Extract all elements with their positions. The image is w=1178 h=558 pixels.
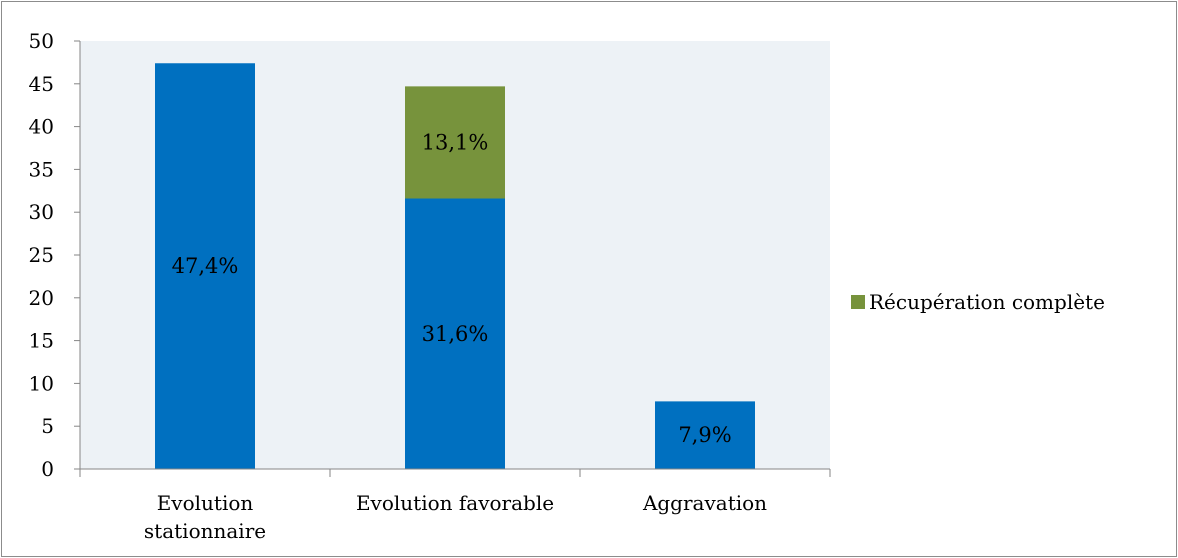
y-tick-label-15: 15 [29, 329, 54, 353]
y-tick-label-35: 35 [29, 157, 54, 181]
legend-swatch-0 [851, 295, 865, 309]
x-category-label-2-0: Aggravation [642, 491, 767, 515]
bar-s0-c2 [655, 401, 755, 469]
data-label-s1-c1: 13,1% [422, 130, 489, 154]
y-tick-label-40: 40 [29, 115, 54, 139]
y-tick-label-25: 25 [29, 243, 54, 267]
bar-s0-c1 [405, 198, 505, 469]
y-tick-label-20: 20 [29, 286, 54, 310]
y-tick-label-10: 10 [29, 371, 54, 395]
data-label-s0-c2: 7,9% [678, 423, 731, 447]
x-category-label-1-0: Evolution favorable [356, 491, 554, 515]
data-label-s0-c1: 31,6% [422, 322, 489, 346]
x-category-label-0-1: stationnaire [144, 519, 266, 543]
bar-s1-c1 [405, 86, 505, 199]
x-category-label-0-0: Evolution [157, 491, 254, 515]
y-tick-label-30: 30 [29, 200, 54, 224]
bar-s0-c0 [155, 63, 255, 469]
y-tick-label-5: 5 [41, 414, 54, 438]
y-tick-label-50: 50 [29, 29, 54, 53]
y-tick-label-45: 45 [29, 72, 54, 96]
y-tick-label-0: 0 [41, 457, 54, 481]
data-label-s0-c0: 47,4% [172, 254, 239, 278]
legend-label-0: Récupération complète [869, 290, 1105, 314]
